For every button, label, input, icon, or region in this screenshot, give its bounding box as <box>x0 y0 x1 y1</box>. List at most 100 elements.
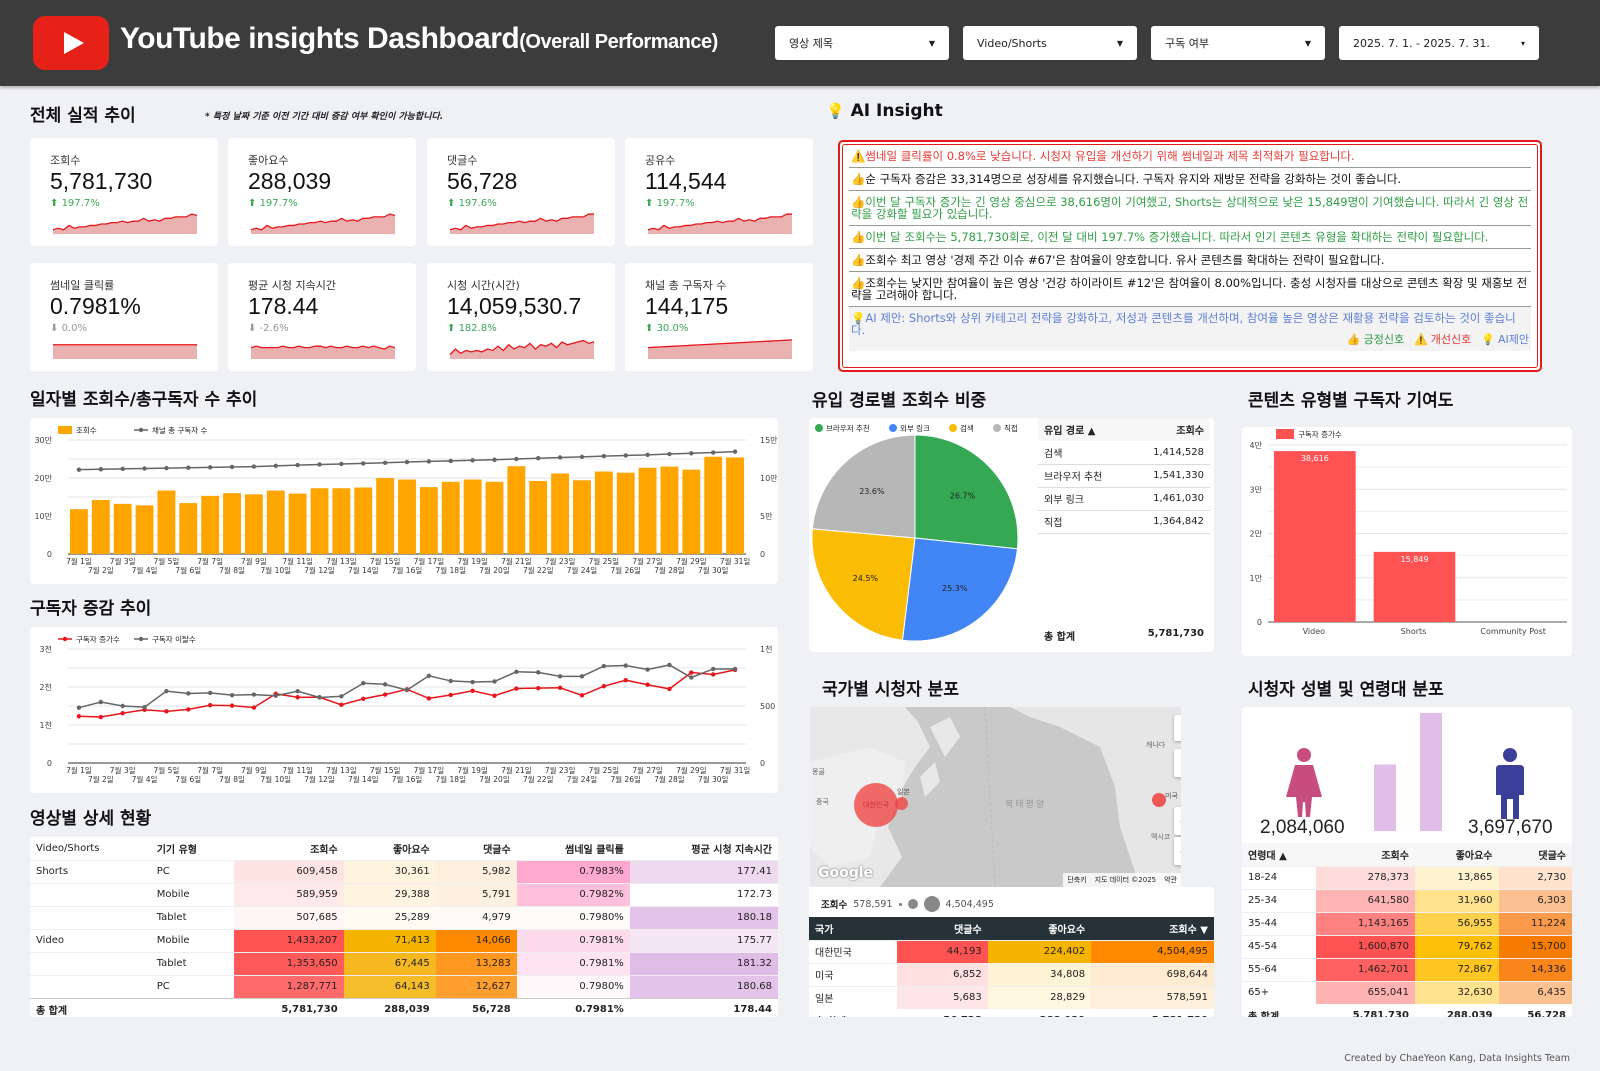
legend-dot <box>138 636 144 642</box>
ai-insight-text: 썸네일 클릭률이 0.8%로 낮습니다. 시청자 유입을 개선하기 위해 썸네일… <box>865 149 1355 163</box>
table-cell <box>30 952 151 975</box>
series-point <box>382 460 388 465</box>
column-header[interactable]: 국가 <box>815 924 834 936</box>
column-header[interactable]: 좋아요수 <box>1455 850 1493 862</box>
zoom-in-button[interactable]: + <box>1174 807 1181 835</box>
table-row: 55-64 1,462,701 72,867 14,336 <box>1242 958 1572 981</box>
series-point <box>339 461 344 467</box>
series-point <box>295 695 300 700</box>
table-row: Shorts PC 609,458 30,361 5,982 0.7983% 177.41 <box>30 860 778 883</box>
column-header[interactable]: 조회수 ▼ <box>1169 924 1208 936</box>
date-range-picker[interactable]: 2025. 7. 1. - 2025. 7. 31. ▾ <box>1339 26 1539 60</box>
bar-daily-views <box>91 500 110 554</box>
x-tick-label: 7월 19일 <box>457 556 488 566</box>
filter-subscription[interactable]: 구독 여부 ▼ <box>1151 26 1325 60</box>
column-header[interactable]: 연령대 ▲ <box>1248 850 1287 862</box>
x-tick-label: Community Post <box>1480 627 1546 636</box>
series-point <box>448 692 453 698</box>
bubble-japan[interactable] <box>895 797 908 810</box>
table-cell: 6,303 <box>1498 889 1572 912</box>
series-point <box>317 695 322 700</box>
pie-slice[interactable] <box>901 537 1018 642</box>
column-header[interactable]: 조회수 <box>1176 426 1204 437</box>
series-point <box>689 675 694 680</box>
kpi-label: 평균 시청 지속시간 <box>248 279 336 292</box>
x-tick-label: 7월 9일 <box>241 556 267 566</box>
column-header[interactable]: 조회수 <box>1381 850 1409 862</box>
series-point <box>361 461 366 466</box>
column-header[interactable]: 유입 경로 ▲ <box>1044 426 1096 437</box>
series-point <box>492 679 497 684</box>
series-point <box>361 696 366 701</box>
fullscreen-icon[interactable]: ⛶ <box>1174 715 1181 741</box>
shortcut-link[interactable]: 단축키 <box>1067 876 1087 884</box>
column-header[interactable]: 댓글수 <box>954 924 982 936</box>
bar-daily-views <box>223 493 241 554</box>
pie-slice[interactable] <box>914 434 1019 550</box>
legend-dot <box>62 636 68 642</box>
bar-daily-views <box>704 456 723 554</box>
kpi-sparkline <box>647 213 792 234</box>
column-header[interactable]: 조회수 <box>310 844 338 856</box>
table-header-row: Video/Shorts 기기 유형 조회수 좋아요수 댓글수 썸네일 클릭률 평균 시청 … <box>30 837 778 860</box>
kpi-card: 시청 시간(시간) 14,059,530.7 ⬆ 182.8% <box>427 263 615 371</box>
table-cell: 총 합계 <box>36 1006 68 1017</box>
series-point <box>164 709 169 714</box>
filter-video-title[interactable]: 영상 제목 ▼ <box>775 26 949 60</box>
series-point <box>120 466 125 472</box>
x-tick-label: 7월 30일 <box>698 565 729 575</box>
x-tick-label: 7월 5일 <box>154 556 180 566</box>
table-cell: 0.7980% <box>516 975 630 998</box>
x-tick-label: 7월 7일 <box>197 765 223 775</box>
table-cell: 0.7980% <box>516 906 630 929</box>
thumbs-up-icon: 👍 <box>851 253 866 267</box>
kpi-change-value: 197.6% <box>458 198 497 209</box>
column-header[interactable]: Video/Shorts <box>36 842 100 854</box>
column-header[interactable]: 썸네일 클릭률 <box>565 844 624 856</box>
kpi-card: 조회수 5,781,730 ⬆ 197.7% <box>30 138 218 246</box>
x-tick-label: 7월 24일 <box>567 774 598 784</box>
series-point <box>710 666 716 672</box>
column-header[interactable]: 댓글수 <box>483 844 511 856</box>
thumbs-up-icon: 👍 <box>1346 333 1361 346</box>
x-tick-label: 7월 26일 <box>610 774 641 784</box>
pie-slice[interactable] <box>811 528 916 641</box>
table-cell: 25-34 <box>1248 895 1278 906</box>
map-size-legend: 조회수 578,591 4,504,495 <box>809 887 1214 917</box>
terms-link[interactable]: 약관 <box>1164 876 1177 884</box>
column-header[interactable]: 좋아요수 <box>392 844 430 856</box>
pie-slice[interactable] <box>811 434 916 539</box>
series-point <box>536 456 541 461</box>
sparkline-area <box>53 344 197 359</box>
column-header[interactable]: 댓글수 <box>1538 850 1566 862</box>
country-map[interactable]: 대한민국 일본 미국 캐나다 멕시코 몽골 중국 북태평양 ⛶ 🚶 + − Go… <box>810 707 1181 887</box>
column-header[interactable]: 평균 시청 지속시간 <box>691 844 772 856</box>
bubble-usa[interactable] <box>1152 793 1166 807</box>
sparkline-area <box>648 214 792 234</box>
column-header[interactable]: 기기 유형 <box>156 844 197 856</box>
filter-video-shorts[interactable]: Video/Shorts ▼ <box>963 26 1137 60</box>
table-cell: 288,039 <box>384 1004 430 1016</box>
column-header[interactable]: 좋아요수 <box>1048 924 1086 936</box>
kpi-label: 조회수 <box>50 154 81 167</box>
x-tick-label: 7월 18일 <box>435 774 466 784</box>
street-view-pegman-icon[interactable]: 🚶 <box>1174 749 1181 777</box>
ai-insight-row: 👍이번 달 구독자 증가는 긴 영상 중심으로 38,616명이 기여했고, S… <box>849 191 1531 226</box>
table-cell: 45-54 <box>1248 941 1278 952</box>
medium-dot-icon <box>907 899 918 909</box>
ai-insight-text: 조회수 최고 영상 '경제 주간 이슈 #67'은 참여율이 양호합니다. 유사… <box>865 253 1385 267</box>
zoom-out-button[interactable]: − <box>1174 837 1181 865</box>
x-tick-label: 7월 13일 <box>326 765 357 775</box>
kpi-change-value: 182.8% <box>458 323 497 334</box>
series-point <box>120 703 125 709</box>
thumbs-up-icon: 👍 <box>851 230 866 244</box>
table-row: 35-44 1,143,165 56,955 11,224 <box>1242 912 1572 935</box>
pie-label: 25.3% <box>942 584 968 593</box>
series-point <box>229 692 235 698</box>
page-title: YouTube insights Dashboard(Overall Perfo… <box>120 22 718 56</box>
table-cell: 5,683 <box>896 986 988 1009</box>
legend-dot <box>993 424 1001 432</box>
table-cell: 14,066 <box>435 929 517 952</box>
bubble-korea[interactable] <box>854 783 898 827</box>
